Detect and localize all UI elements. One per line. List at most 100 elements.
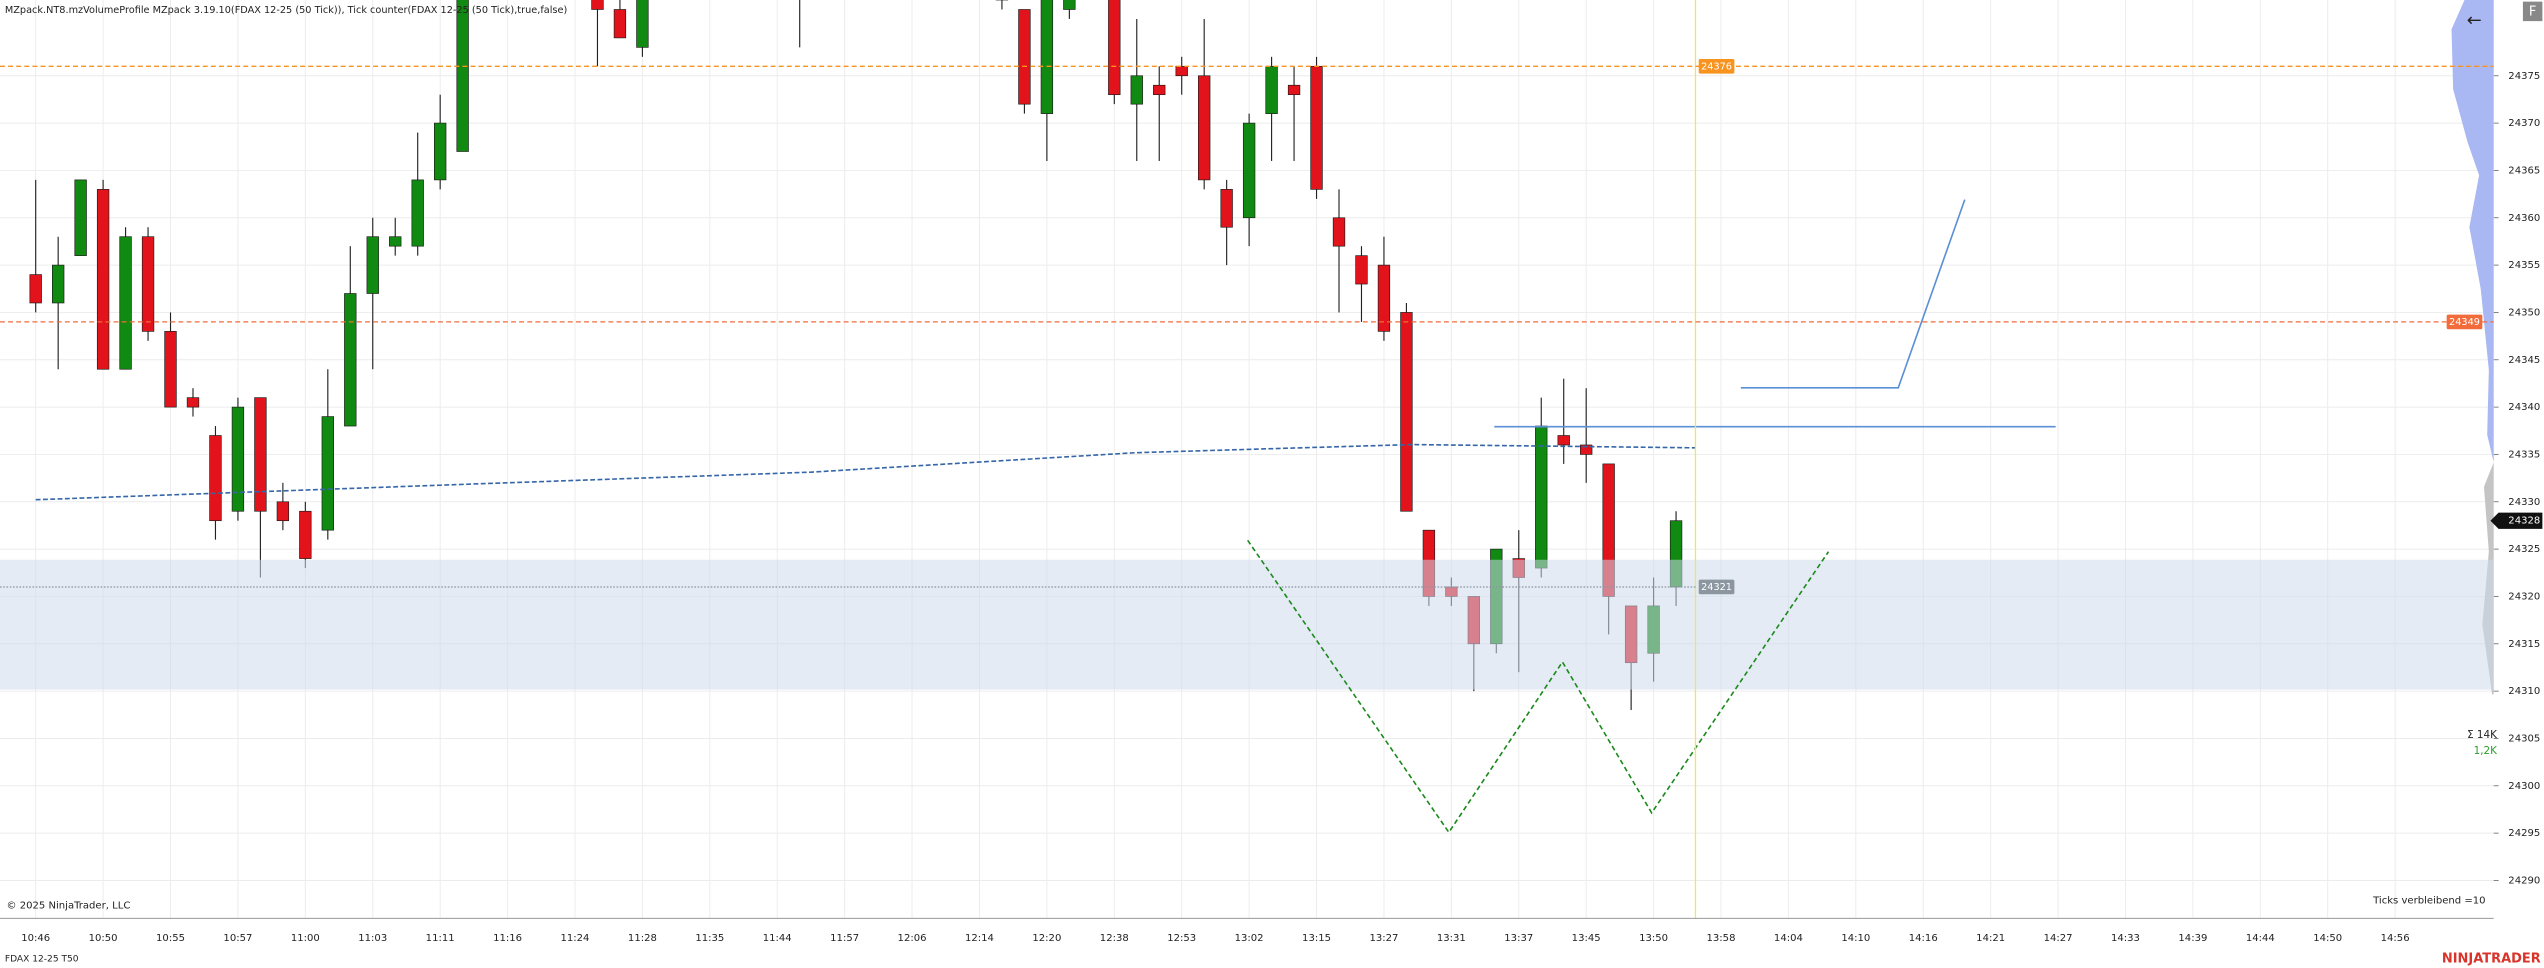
x-tick-label: 12:20 (1032, 933, 1061, 944)
candle-body (636, 0, 649, 48)
x-tick-label: 13:50 (1639, 933, 1668, 944)
candle-body (209, 435, 222, 522)
y-tick-label: 24355 (2508, 260, 2540, 271)
candle-body (344, 293, 357, 427)
candle-body (186, 397, 200, 408)
candle-body (591, 0, 604, 10)
x-tick-label: 12:38 (1100, 933, 1129, 944)
y-tick-label: 24345 (2508, 355, 2540, 366)
y-tick-label: 24370 (2508, 118, 2540, 129)
grid: 24290 24295 24300 24305 24310 24315 24320 24325… (0, 0, 2540, 944)
flag-button[interactable] (2522, 1, 2543, 22)
level-tag-label: 24321 (1701, 582, 1732, 593)
candle-body (1310, 65, 1323, 190)
x-tick-label: 12:06 (898, 933, 927, 944)
y-tick-label: 24315 (2508, 639, 2540, 650)
y-tick-label: 24325 (2508, 544, 2540, 555)
candle-body (1287, 84, 1301, 96)
x-tick-label: 14:16 (1909, 933, 1938, 944)
candle-body (456, 0, 469, 152)
level-tag-label: 24376 (1701, 61, 1732, 72)
y-tick-label: 24335 (2508, 449, 2540, 460)
x-tick-label: 14:33 (2111, 933, 2140, 944)
x-tick-label: 12:14 (965, 933, 994, 944)
candle-body (1220, 189, 1233, 228)
candle-body (119, 236, 132, 370)
y-tick-label: 24305 (2508, 733, 2540, 744)
candle-body (141, 236, 155, 332)
last-price-tag (2490, 512, 2543, 529)
x-tick-label: 11:03 (358, 933, 387, 944)
x-tick-label: 10:46 (21, 933, 50, 944)
x-tick-label: 11:24 (561, 933, 590, 944)
x-tick-label: 14:04 (1774, 933, 1803, 944)
y-tick-label: 24340 (2508, 402, 2540, 413)
y-tick-label: 24300 (2508, 781, 2540, 792)
x-tick-label: 14:44 (2246, 933, 2275, 944)
x-tick-label: 14:21 (1976, 933, 2005, 944)
level-tag (2446, 314, 2483, 330)
vwap (35, 443, 1696, 501)
last-price-label: 24328 (2508, 516, 2540, 527)
copyright: © 2025 NinjaTrader, LLC (6, 900, 130, 911)
candle-body (411, 179, 424, 247)
levels: 24376 24349 24321 24328 (0, 58, 2543, 595)
candle-body (1242, 122, 1256, 219)
x-tick-label: 14:27 (2044, 933, 2073, 944)
x-tick-label: 14:39 (2178, 933, 2207, 944)
candle-body (1130, 75, 1143, 105)
candle-body (1153, 84, 1166, 96)
y-tick-label: 24320 (2508, 591, 2540, 602)
x-tick-label: 14:10 (1841, 933, 1870, 944)
volume-profile (2451, 0, 2494, 463)
x-tick-label: 13:31 (1437, 933, 1466, 944)
x-tick-label: 11:28 (628, 933, 657, 944)
y-tick-label: 24365 (2508, 165, 2540, 176)
candle-body (321, 416, 334, 531)
x-tick-label: 10:55 (156, 933, 185, 944)
x-tick-label: 14:50 (2313, 933, 2342, 944)
level-tag (1698, 58, 1735, 74)
x-tick-label: 11:11 (426, 933, 455, 944)
back-button[interactable]: ← (2467, 10, 2482, 31)
candle-body (1018, 9, 1031, 105)
level-tag-label: 24349 (2449, 317, 2480, 328)
candle-body (1063, 0, 1076, 10)
x-tick-label: 14:56 (2381, 933, 2410, 944)
x-tick-label: 12:53 (1167, 933, 1196, 944)
y-tick-label: 24295 (2508, 828, 2540, 839)
candle-body (299, 510, 312, 559)
candle-body (1108, 0, 1121, 96)
volume-sum: Σ 14K (2467, 729, 2498, 741)
candle-body (29, 274, 42, 304)
brand: NINJATRADER (2442, 951, 2541, 966)
candle-body (1400, 312, 1413, 512)
candle-body (254, 397, 267, 512)
candle-body (366, 236, 379, 294)
x-tick-label: 13:15 (1302, 933, 1331, 944)
candle-body (1332, 217, 1346, 247)
x-tick-label: 13:58 (1707, 933, 1736, 944)
candle-body (164, 331, 177, 408)
candle-body (389, 236, 402, 247)
candle-body (1355, 255, 1368, 285)
volume-delta: 1,2K (2474, 745, 2498, 757)
x-tick-label: 11:44 (763, 933, 792, 944)
x-tick-label: 11:35 (695, 933, 724, 944)
y-tick-label: 24330 (2508, 497, 2540, 508)
zone (0, 559, 2494, 690)
candle-body (1557, 435, 1570, 446)
candle-body (1377, 264, 1391, 332)
candle-body (1198, 75, 1211, 181)
candle-body (1265, 65, 1278, 114)
x-tick-label: 13:45 (1572, 933, 1601, 944)
candle-body (74, 179, 87, 256)
candle-body (276, 501, 290, 522)
header: MZpack.NT8.mzVolumeProfile MZpack 3.19.1… (5, 5, 567, 16)
y-tick-label: 24350 (2508, 307, 2540, 318)
x-tick-label: 13:37 (1504, 933, 1533, 944)
y-tick-label: 24310 (2508, 686, 2540, 697)
candle-body (613, 9, 627, 39)
